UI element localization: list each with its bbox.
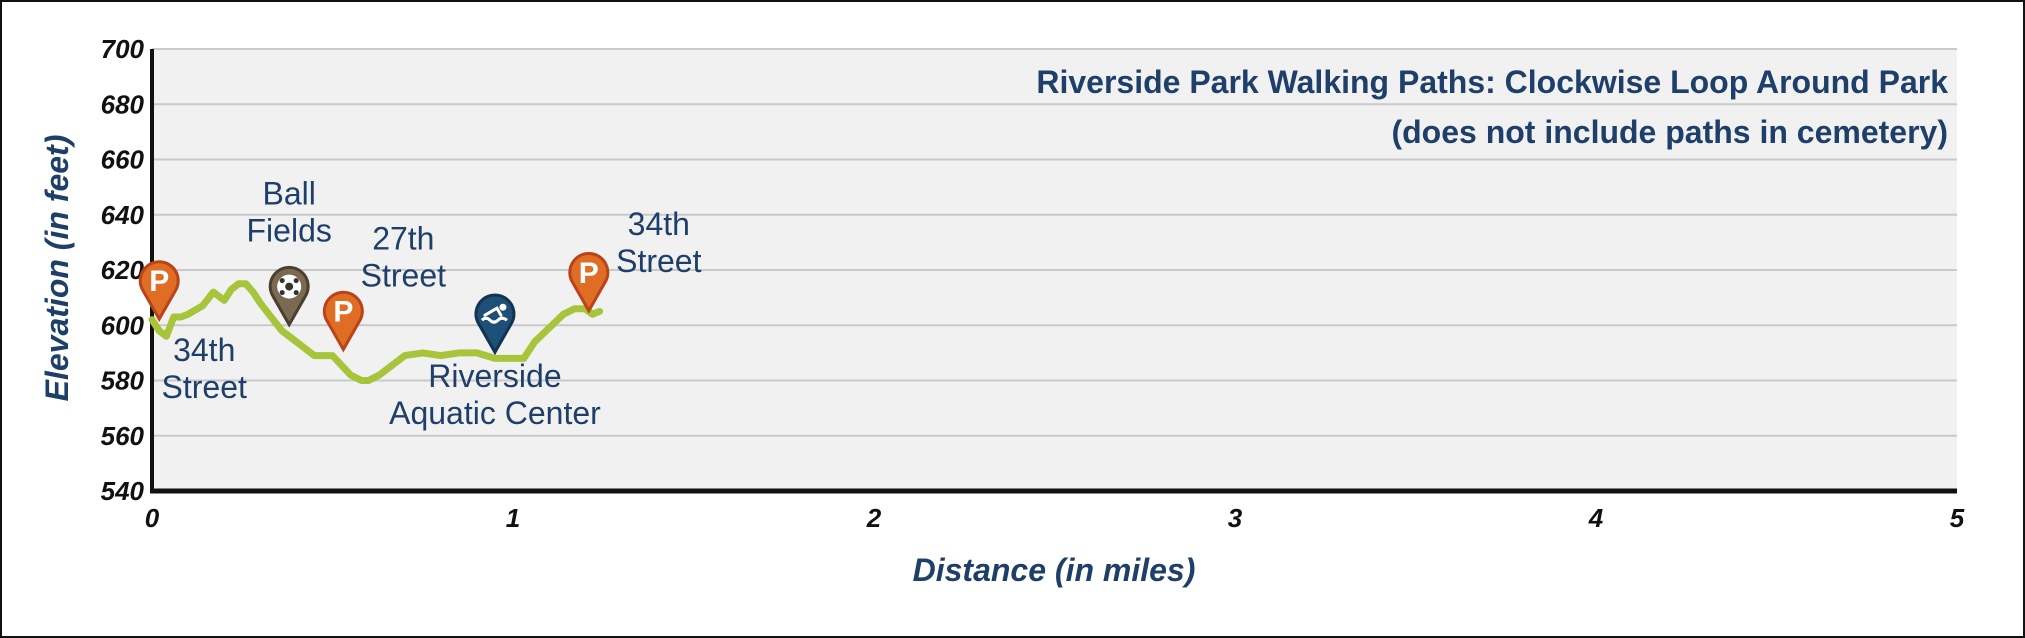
parking-pin-icon (568, 252, 610, 314)
marker-aquatic-3 (474, 293, 516, 356)
series-group (148, 280, 604, 384)
marker-parking-0: P (138, 260, 180, 323)
soccer-ball-patch-icon (279, 290, 285, 296)
soccer-ball-patch-icon (293, 278, 299, 284)
y-tick-label-660: 660 (101, 145, 145, 175)
x-tick-label-5: 5 (1950, 503, 1965, 533)
annotation-label-3-0: Riverside (428, 358, 561, 394)
y-tick-label-680: 680 (101, 89, 145, 119)
swimmer-body-icon (483, 306, 503, 317)
swimmer-head-icon (499, 303, 507, 311)
water-wave-icon (480, 316, 508, 324)
parking-pin-icon (322, 290, 364, 353)
y-tick-label-640: 640 (101, 200, 145, 230)
marker-parking-2: P (322, 290, 364, 353)
annotations-group: P34thStreetBallFieldsP27thStreetRiversid… (138, 176, 702, 431)
parking-letter-icon: P (579, 257, 599, 290)
x-tick-labels: 0 1 2 3 4 5 (145, 503, 1965, 533)
soccer-ball-patch-icon (293, 290, 299, 296)
annotation-label-3-1: Aquatic Center (389, 395, 601, 431)
x-tick-label-0: 0 (145, 503, 160, 533)
y-tick-label-600: 600 (101, 310, 145, 340)
annotation-label-4-1: Street (616, 243, 701, 279)
parking-letter-icon: P (149, 265, 169, 298)
marker-parking-4: P (568, 252, 610, 314)
annotation-label-2-0: 27th (372, 220, 434, 256)
soccer-ball-center-icon (285, 282, 294, 291)
y-axis-label: Elevation (in feet) (39, 135, 75, 402)
grid-lines (152, 48, 1957, 437)
annotation-label-0-0: 34th (173, 332, 235, 368)
x-axis-label: Distance (in miles) (913, 552, 1196, 588)
x-tick-label-2: 2 (866, 503, 882, 533)
soccer-ball-patch-icon (279, 278, 285, 284)
y-tick-labels: 540 560 580 600 620 640 660 680 700 (101, 34, 145, 506)
x-tick-label-4: 4 (1588, 503, 1604, 533)
y-tick-label-540: 540 (101, 476, 145, 506)
annotation-label-1-1: Fields (247, 213, 332, 249)
annotation-label-1-0: Ball (263, 176, 316, 212)
x-tick-label-1: 1 (506, 503, 520, 533)
annotation-label-4-0: 34th (628, 206, 690, 242)
marker-ballfield-1 (268, 265, 310, 328)
chart-subtitle: (does not include paths in cemetery) (1391, 114, 1948, 150)
x-tick-label-3: 3 (1228, 503, 1243, 533)
annotation-label-0-1: Street (162, 369, 247, 405)
y-tick-label-620: 620 (101, 255, 145, 285)
chart-title: Riverside Park Walking Paths: Clockwise … (1036, 64, 1948, 100)
parking-pin-icon (138, 260, 180, 323)
annotation-label-2-1: Street (361, 257, 446, 293)
y-tick-label-700: 700 (101, 34, 145, 64)
y-tick-label-580: 580 (101, 366, 145, 396)
parking-letter-icon: P (333, 295, 353, 328)
y-tick-label-560: 560 (101, 421, 145, 451)
elevation-line-0 (148, 280, 604, 384)
